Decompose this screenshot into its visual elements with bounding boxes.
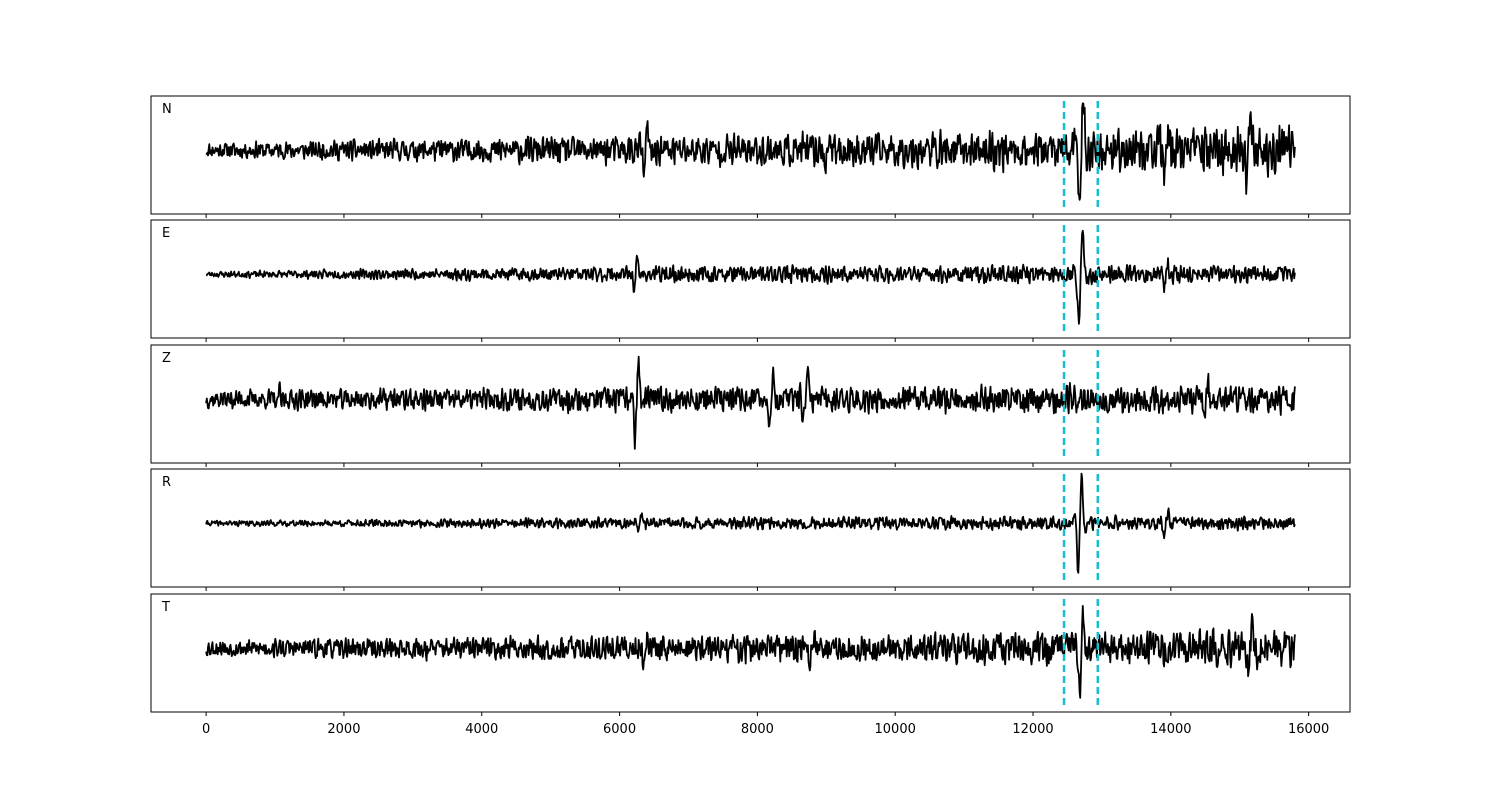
waveform-trace bbox=[205, 229, 1296, 325]
channel-label: Z bbox=[162, 351, 171, 366]
x-axis: 0 2000 4000 6000 8000 10000 12000 14000 16000 bbox=[202, 722, 1329, 737]
panel-z: Z bbox=[150, 344, 1351, 467]
x-tick-label: 8000 bbox=[741, 722, 774, 737]
waveform-trace bbox=[205, 472, 1296, 574]
panel-r: R bbox=[150, 468, 1351, 591]
panel-frame bbox=[150, 468, 1351, 588]
waveform-trace bbox=[205, 605, 1296, 699]
x-tick-label: 10000 bbox=[875, 722, 916, 737]
panels: N E Z R T bbox=[150, 95, 1351, 716]
x-tick-label: 4000 bbox=[465, 722, 498, 737]
waveform-trace bbox=[205, 102, 1296, 201]
x-tick-label: 14000 bbox=[1150, 722, 1191, 737]
x-tick-label: 16000 bbox=[1288, 722, 1329, 737]
x-tick-label: 6000 bbox=[603, 722, 636, 737]
panel-frame bbox=[150, 344, 1351, 464]
x-tick-label: 0 bbox=[202, 722, 210, 737]
panel-t: T bbox=[150, 593, 1351, 716]
waveform-trace bbox=[205, 355, 1296, 450]
panel-frame bbox=[150, 593, 1351, 713]
channel-label: T bbox=[161, 600, 170, 615]
panel-e: E bbox=[150, 219, 1351, 342]
x-tick-label: 12000 bbox=[1012, 722, 1053, 737]
x-tick-label: 2000 bbox=[327, 722, 360, 737]
panel-frame bbox=[150, 219, 1351, 339]
channel-label: N bbox=[162, 102, 172, 117]
panel-n: N bbox=[150, 95, 1351, 218]
channel-label: R bbox=[162, 475, 171, 490]
channel-label: E bbox=[162, 226, 170, 241]
panel-frame bbox=[150, 95, 1351, 215]
